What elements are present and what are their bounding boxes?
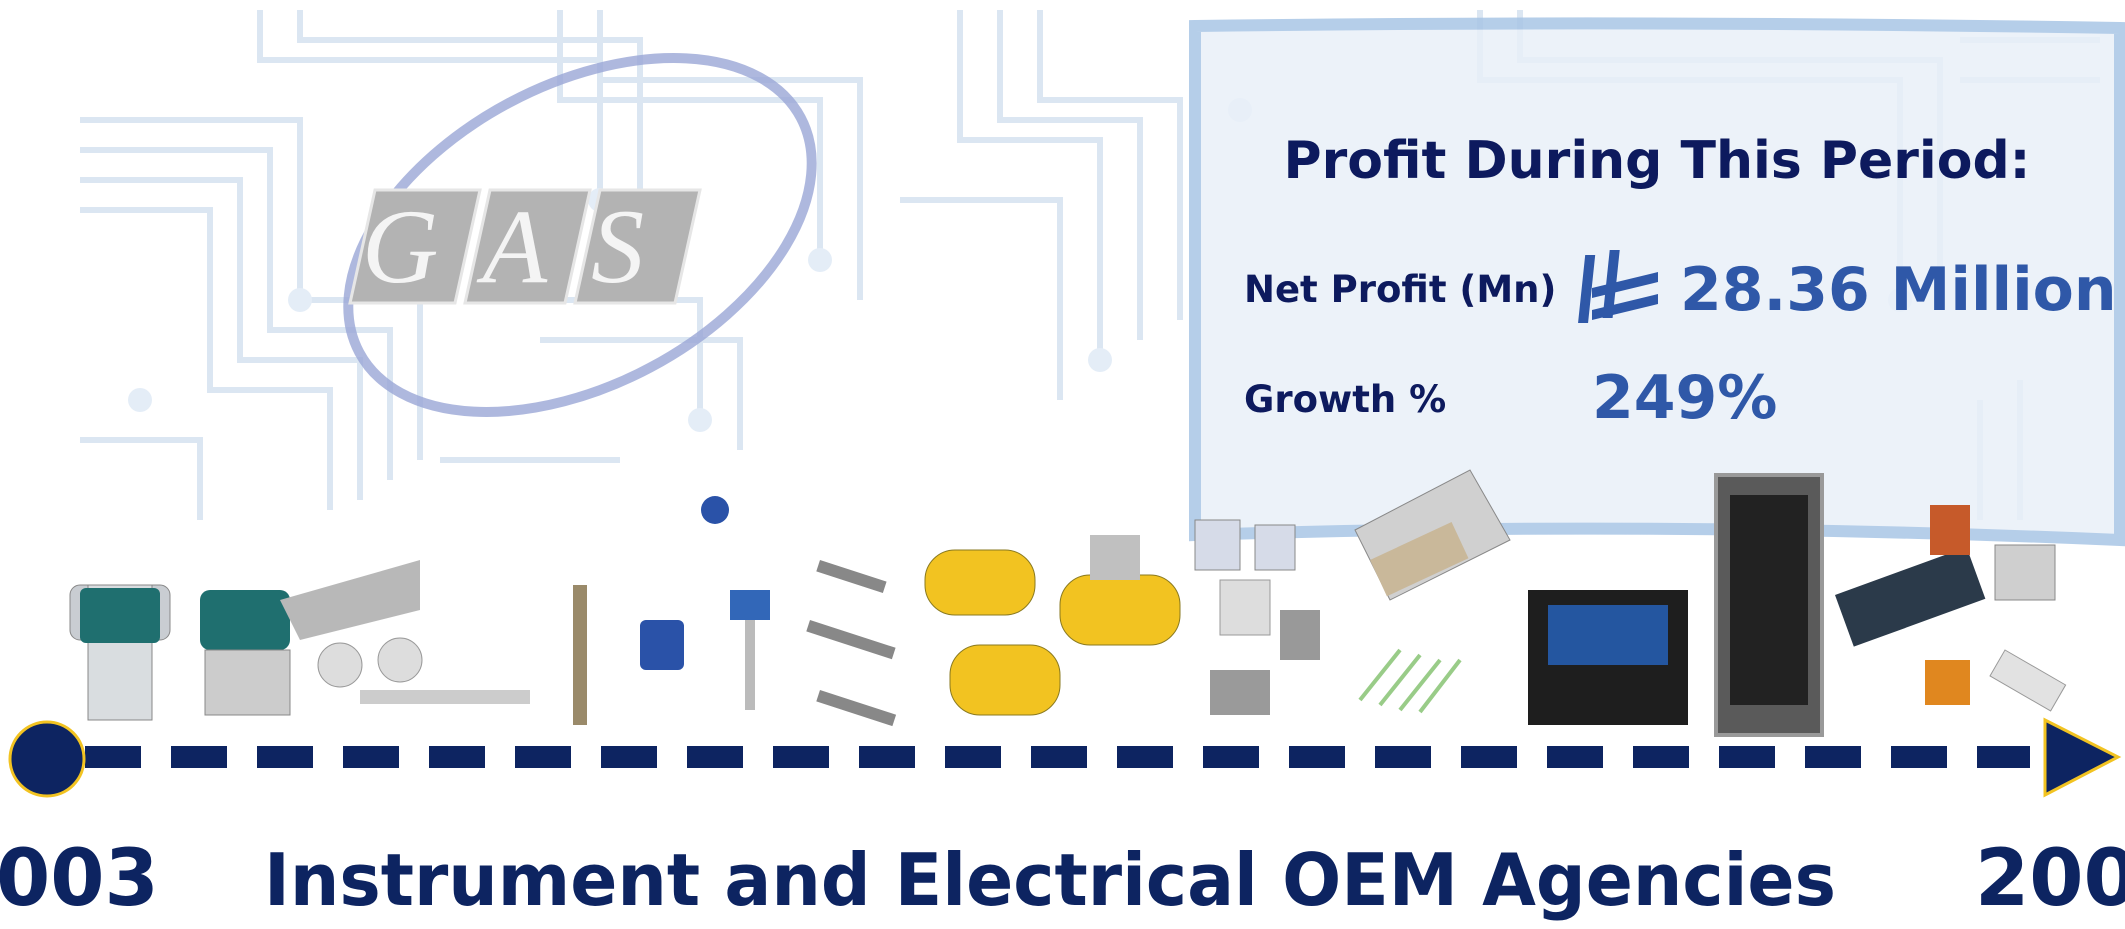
- start-year: 003: [0, 834, 159, 924]
- row-label: Growth %: [1244, 378, 1446, 421]
- timeline-arrow: [2045, 720, 2118, 795]
- product-images: [70, 470, 2066, 735]
- logo-text: GAS: [362, 188, 688, 305]
- timeline: 003 Instrument and Electrical OEM Agenci…: [0, 720, 2125, 924]
- logo: GAS: [289, 0, 871, 485]
- row-label: Net Profit (Mn): [1244, 268, 1556, 311]
- timeline-caption: Instrument and Electrical OEM Agencies: [264, 838, 1836, 922]
- end-year: 200: [1975, 834, 2125, 924]
- panel-title: Profit During This Period:: [1284, 131, 2031, 191]
- row-value: 28.36 Million: [1680, 255, 2117, 325]
- profit-panel: Profit During This Period: Net Profit (M…: [1195, 23, 2120, 540]
- row-value: 249%: [1592, 363, 1777, 433]
- timeline-start: [10, 722, 84, 796]
- slide: GAS Profit During This Period: Net Profi…: [0, 0, 2125, 929]
